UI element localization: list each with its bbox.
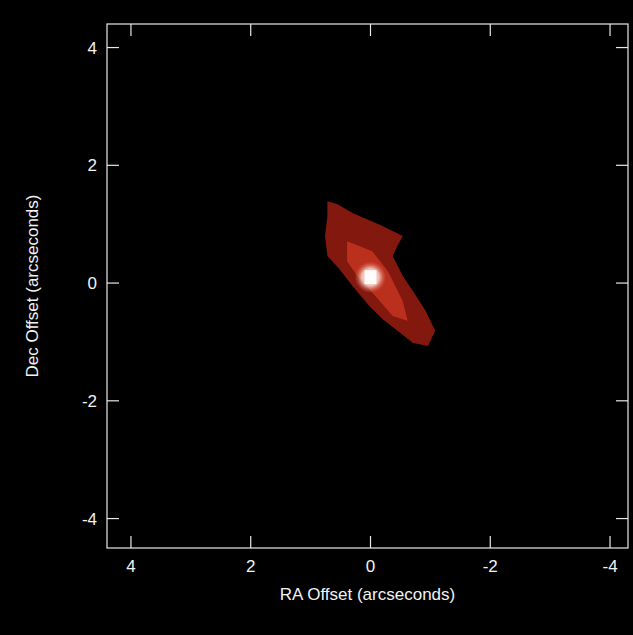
x-tick-label: 2 [246,557,255,576]
background [0,0,633,635]
core [364,270,376,284]
y-tick-right [616,47,628,48]
x-tick-label: 0 [366,557,375,576]
x-tick-top [370,24,371,36]
y-tick-right [616,518,628,519]
y-axis-title: Dec Offset (arcseconds) [23,195,42,378]
frame [107,24,628,548]
y-tick [107,518,119,519]
y-tick [107,165,119,166]
x-tick-label: 4 [126,557,135,576]
x-tick-label: -4 [602,557,617,576]
y-tick [107,282,119,283]
emission-region [325,201,435,346]
y-tick-label: -4 [82,510,97,529]
x-tick [609,536,610,548]
y-tick-label: 2 [88,156,97,175]
figure: 4 2 0 -2 -4 -4 -2 0 2 4 RA Offset (arcseconds) Dec … [0,0,633,635]
x-tick [370,536,371,548]
y-tick-label: 0 [88,274,97,293]
y-tick-label: -2 [82,392,97,411]
emission-region [347,241,408,320]
x-tick [250,536,251,548]
y-tick [107,400,119,401]
x-tick-top [609,24,610,36]
core-glow [354,261,386,293]
x-tick-top [490,24,491,36]
x-tick [130,536,131,548]
x-tick [490,536,491,548]
y-tick-right [616,400,628,401]
x-tick-top [250,24,251,36]
y-tick [107,47,119,48]
x-axis-title: RA Offset (arcseconds) [280,585,455,604]
y-tick-label: 4 [88,39,97,58]
y-tick-right [616,282,628,283]
plot-area [325,201,435,346]
x-tick-top [130,24,131,36]
y-tick-right [616,165,628,166]
x-tick-label: -2 [483,557,498,576]
